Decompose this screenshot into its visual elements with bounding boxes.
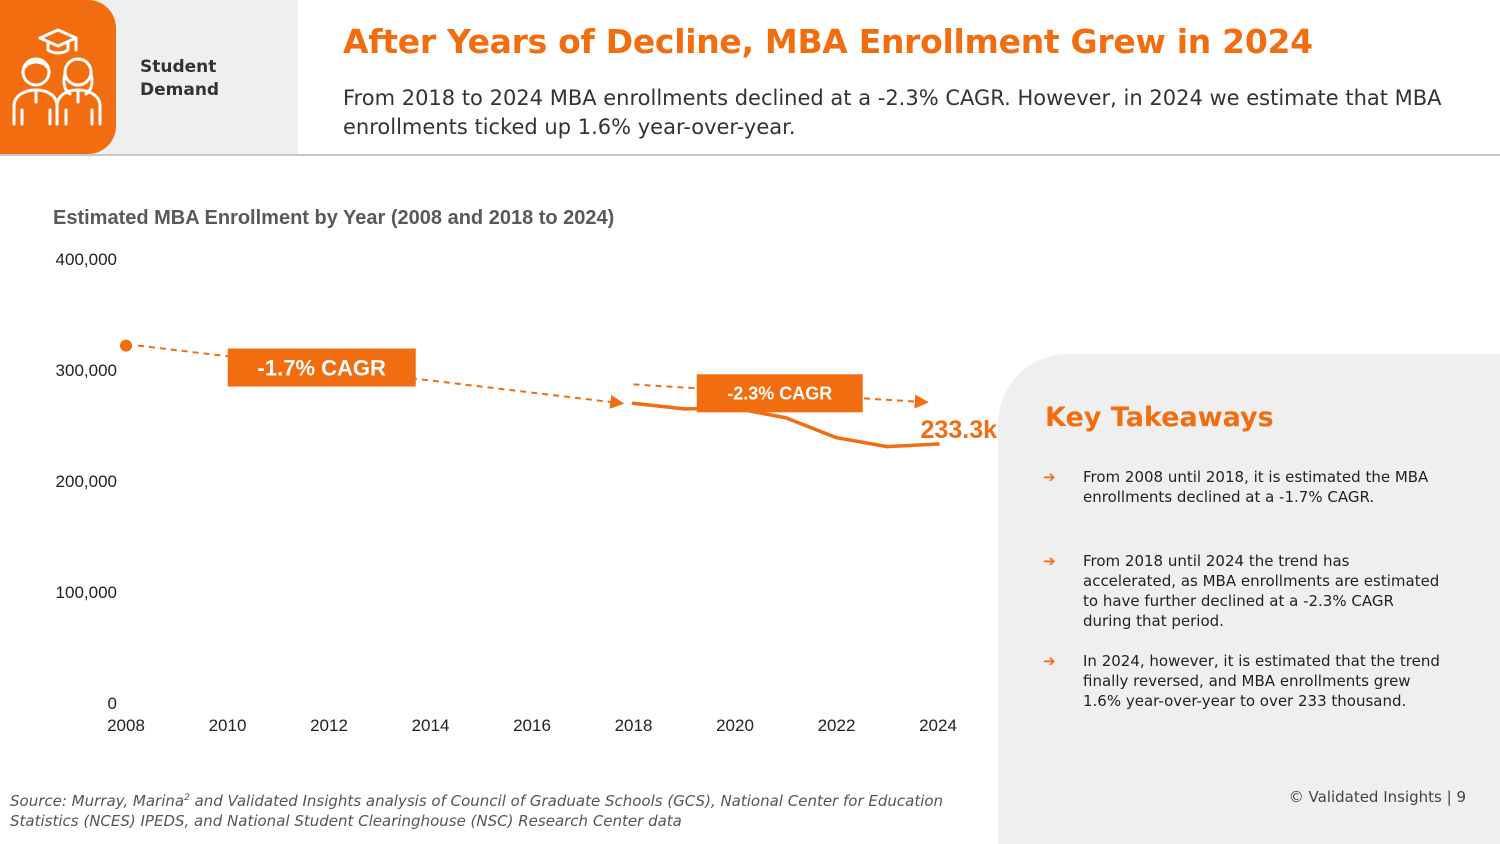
- data-point: [631, 401, 636, 406]
- graduates-icon: [12, 28, 102, 126]
- section-icon-box: [0, 0, 116, 154]
- takeaways-title: Key Takeaways: [1045, 402, 1274, 433]
- x-tick-label: 2012: [310, 716, 348, 735]
- x-tick-label: 2022: [818, 716, 856, 735]
- cagr-label: -1.7% CAGR: [258, 356, 386, 381]
- page-subtitle: From 2018 to 2024 MBA enrollments declin…: [343, 86, 1442, 139]
- data-point-2008: [120, 339, 132, 352]
- x-tick-label: 2008: [107, 716, 145, 735]
- takeaways-panel: [998, 354, 1500, 844]
- y-tick-label: 400,000: [56, 250, 117, 269]
- page-title: After Years of Decline, MBA Enrollment G…: [343, 22, 1313, 61]
- x-tick-label: 2010: [209, 716, 247, 735]
- x-tick-label: 2016: [513, 716, 551, 735]
- takeaway-item: ➔ In 2024, however, it is estimated that…: [1043, 651, 1443, 711]
- data-point: [936, 442, 940, 446]
- source-note: Source: Murray, Marina2 and Validated In…: [10, 792, 944, 830]
- y-tick-label: 100,000: [56, 583, 117, 602]
- takeaway-item: ➔ From 2018 until 2024 the trend has acc…: [1043, 551, 1443, 631]
- arrow-bullet-icon: ➔: [1043, 652, 1056, 670]
- takeaway-text: From 2008 until 2018, it is estimated th…: [1083, 468, 1429, 506]
- x-tick-label: 2020: [716, 716, 754, 735]
- data-point: [733, 406, 737, 411]
- y-tick-label: 200,000: [56, 472, 117, 491]
- cagr-label-box: [227, 348, 416, 387]
- end-value-label: 233.3k: [921, 416, 998, 444]
- takeaway-text: In 2024, however, it is estimated that t…: [1083, 652, 1440, 710]
- data-point: [885, 444, 890, 449]
- y-tick-label: 0: [108, 694, 117, 713]
- arrow-bullet-icon: ➔: [1043, 552, 1056, 570]
- chart-title: Estimated MBA Enrollment by Year (2008 a…: [53, 207, 615, 229]
- x-tick-label: 2018: [615, 716, 653, 735]
- y-tick-label: 300,000: [56, 361, 117, 380]
- data-point: [783, 415, 788, 420]
- cagr-label-box: [696, 374, 863, 413]
- x-tick-label: 2014: [412, 716, 450, 735]
- arrow-bullet-icon: ➔: [1043, 468, 1056, 486]
- header-divider: [0, 154, 1500, 156]
- x-tick-label: 2024: [919, 716, 957, 735]
- cagr-label: -2.3% CAGR: [727, 383, 832, 403]
- data-point: [682, 407, 687, 411]
- data-point: [834, 435, 839, 440]
- footer-credit: © Validated Insights | 9: [1288, 788, 1466, 806]
- takeaway-item: ➔ From 2008 until 2018, it is estimated …: [1043, 467, 1443, 507]
- takeaway-text: From 2018 until 2024 the trend has accel…: [1083, 552, 1440, 630]
- section-label: Student Demand: [140, 57, 220, 100]
- enrollment-chart: 0 100,000 200,000 300,000 400,000 2008 2010 201…: [56, 250, 998, 735]
